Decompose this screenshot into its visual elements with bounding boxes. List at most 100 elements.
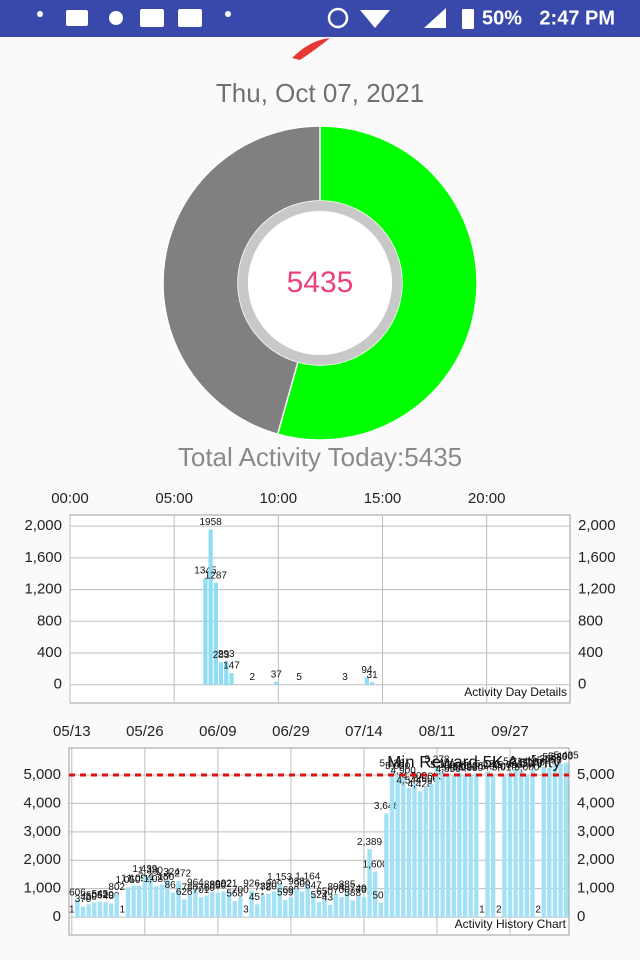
y-tick-label: 0 [53,908,61,925]
bar [364,677,369,685]
x-tick-label: 05/13 [53,723,91,740]
data-label: 850 [210,881,227,892]
x-tick-label: 05:00 [155,490,193,507]
data-label: 1,272 [166,869,191,880]
data-label: 4,544 [396,776,421,787]
data-label: 885 [339,880,356,891]
bar [125,887,131,918]
bar [552,764,558,918]
bar [271,891,277,918]
data-label: 147 [223,661,240,672]
data-label: 1,150 [149,872,174,883]
bar [266,893,271,918]
data-label: 4,428 [408,779,433,790]
data-label: 1,439 [132,864,157,875]
bar [193,889,198,918]
data-label: 520 [97,890,114,901]
data-label: 900 [294,879,311,890]
bar [485,771,490,918]
bar [92,902,97,918]
data-label: 1,105 [121,873,146,884]
data-label: 1,164 [295,872,320,883]
donut-hole [248,211,392,355]
bar [412,783,417,918]
bar [114,894,119,918]
y2-tick-label: 2,000 [577,851,615,868]
x-tick-label: 07/14 [345,723,383,740]
data-label: 506 [86,890,103,901]
y-tick-label: 0 [54,676,62,693]
bar [474,773,479,918]
y-tick-label: 1,000 [23,880,61,897]
bar [524,774,530,918]
y2-tick-label: 2,000 [578,517,616,534]
data-label: 699 [283,885,300,896]
data-label: 4,683 [419,772,444,783]
data-label: 5,278 [424,755,449,766]
data-label: 293 [218,649,235,660]
bar [108,903,114,918]
bar [356,895,361,918]
x-tick-label: 09/27 [491,723,529,740]
y-tick-label: 2,000 [24,517,62,534]
bar [451,774,457,918]
data-label: 700 [232,885,249,896]
data-label: 545 [92,889,109,900]
data-label: 802 [108,882,125,893]
date-title: Thu, Oct 07, 2021 [216,78,424,108]
bar [203,578,208,685]
data-label: 5,300 [531,754,556,765]
donut-ring [238,201,402,365]
bar [558,763,563,918]
bar [170,892,176,918]
y2-tick-label: 800 [578,612,603,629]
bar [429,784,434,918]
data-label: 847 [305,881,322,892]
bar [148,877,153,918]
data-label: 5,138 [380,759,405,770]
data-label: 5,120 [475,759,500,770]
data-label: 1287 [205,570,228,581]
bar [350,900,355,918]
data-label: 4,980 [458,763,483,774]
bar [457,772,462,918]
bar [361,897,367,918]
bar [395,773,400,918]
data-label: 588 [344,888,361,899]
bar [249,890,254,918]
data-label: 1 [69,905,75,916]
bar [97,901,103,918]
data-label: 1,153 [267,872,292,883]
x-tick-label: 10:00 [260,490,298,507]
bar [181,899,187,918]
threshold-label: Min Reward 5K Activity [387,752,561,771]
bar [423,786,428,918]
logo [292,38,330,60]
wifi-icon [360,10,390,28]
bar [513,768,518,918]
y-tick-label: 3,000 [23,823,61,840]
data-label: 507 [372,890,389,901]
y-tick-label: 1,200 [24,581,62,598]
bar [218,662,224,685]
data-label: 2 [535,905,541,916]
data-label: 5,435 [554,750,579,761]
data-label: 650 [316,886,333,897]
data-label: 4,900 [391,765,416,776]
y2-tick-label: 1,000 [577,880,615,897]
notification-icon [225,11,231,17]
y-tick-label: 4,000 [23,794,61,811]
data-label: 5,060 [464,761,489,772]
data-label: 5,010 [492,762,517,773]
bar [372,871,378,918]
bar [440,772,445,918]
bar [260,894,266,918]
x-tick-label: 08/11 [419,723,455,740]
data-label: 3,648 [374,801,399,812]
data-label: 4,700 [402,771,427,782]
y-tick-label: 2,000 [23,851,61,868]
data-label: 1,089 [144,874,169,885]
x-tick-label: 06/29 [272,723,310,740]
bar [165,879,170,918]
